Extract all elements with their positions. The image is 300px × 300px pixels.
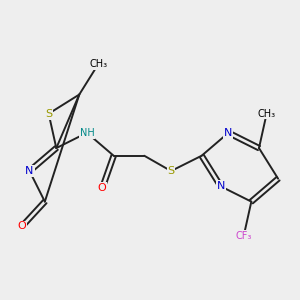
Text: CH₃: CH₃ [258,109,276,119]
Text: O: O [17,221,26,232]
Text: CF₃: CF₃ [236,231,252,241]
Text: S: S [167,166,175,176]
Text: NH: NH [80,128,94,138]
Text: N: N [224,128,232,138]
Text: N: N [217,181,225,191]
Text: CH₃: CH₃ [89,59,107,69]
Text: O: O [98,183,106,193]
Text: N: N [26,166,34,176]
Text: S: S [45,109,52,119]
